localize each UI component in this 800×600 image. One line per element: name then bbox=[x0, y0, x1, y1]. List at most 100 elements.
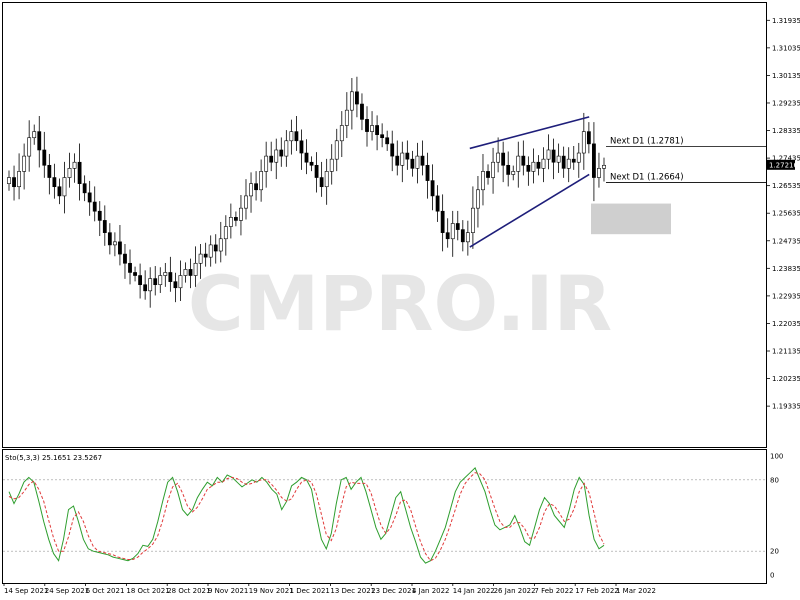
candle-body bbox=[244, 195, 248, 209]
candle-body bbox=[470, 207, 475, 233]
candle-body bbox=[334, 140, 339, 160]
candle-body bbox=[597, 168, 601, 178]
candle-body bbox=[551, 149, 556, 163]
oscillator-tick-label: 0 bbox=[770, 572, 774, 580]
candle-body bbox=[72, 161, 77, 169]
candle-body bbox=[566, 158, 571, 169]
candle-body bbox=[299, 140, 304, 154]
candle-body bbox=[213, 244, 218, 252]
date-tick-label: 14 Sep 2021 bbox=[4, 587, 48, 595]
candle-body bbox=[309, 161, 314, 166]
candle-body bbox=[228, 217, 233, 227]
candle-body bbox=[415, 155, 420, 169]
candle-body bbox=[521, 155, 526, 166]
candle-body bbox=[188, 269, 193, 276]
candle-body bbox=[128, 262, 132, 273]
candle-body bbox=[460, 229, 465, 243]
candle-body bbox=[571, 158, 576, 163]
candle-body bbox=[496, 152, 501, 163]
candle-body bbox=[118, 241, 122, 255]
oscillator-tick-label: 80 bbox=[770, 476, 779, 484]
date-tick-label: 9 Nov 2021 bbox=[208, 587, 248, 595]
candle-body bbox=[491, 161, 495, 178]
candle-body bbox=[375, 125, 379, 135]
candle-body bbox=[586, 131, 591, 145]
date-tick-label: 7 Feb 2022 bbox=[534, 587, 573, 595]
candle-body bbox=[380, 134, 385, 139]
oscillator-tick-label: 20 bbox=[770, 548, 779, 556]
price-axis: 1.31935 1.31035 1.30135 1.29235 1.28335 1.274… bbox=[766, 17, 800, 411]
candle-body bbox=[208, 244, 213, 258]
date-tick-label: 28 Oct 2021 bbox=[167, 587, 210, 595]
candle-body bbox=[133, 272, 137, 276]
candle-body bbox=[501, 152, 506, 166]
candle-body bbox=[284, 140, 289, 157]
date-tick-label: 26 Jan 2022 bbox=[494, 587, 536, 595]
candle-body bbox=[420, 155, 425, 166]
date-tick-label: 1 Dec 2021 bbox=[290, 587, 330, 595]
candle-body bbox=[92, 201, 97, 212]
candle-body bbox=[465, 232, 470, 243]
candle-body bbox=[32, 131, 37, 139]
price-tick-label: 1.23835 bbox=[772, 265, 800, 273]
candle-body bbox=[405, 152, 410, 160]
candle-body bbox=[314, 164, 319, 178]
candle-body bbox=[82, 183, 87, 194]
candle-body bbox=[526, 164, 531, 172]
price-tick-label: 1.24735 bbox=[772, 237, 800, 245]
candle-body bbox=[42, 149, 47, 166]
date-tick-label: 6 Oct 2021 bbox=[86, 587, 125, 595]
candle-body bbox=[274, 149, 279, 163]
candle-body bbox=[107, 232, 112, 246]
date-tick-label: 23 Dec 2021 bbox=[371, 587, 416, 595]
candle-body bbox=[264, 155, 269, 172]
candle-body bbox=[57, 186, 62, 197]
oscillator-title: Sto(5,3,3) 25.1651 23.5267 bbox=[5, 454, 102, 462]
next-level-label-upper: Next D1 (1.2781) bbox=[610, 137, 684, 147]
date-tick-label: 14 Jan 2022 bbox=[453, 587, 495, 595]
candle-body bbox=[344, 109, 349, 126]
date-tick-label: 4 Jan 2022 bbox=[412, 587, 450, 595]
price-tick-label: 1.19335 bbox=[772, 403, 800, 411]
oscillator-axis: 100 80 20 0 bbox=[3, 453, 783, 580]
stochastic-signal-line bbox=[8, 472, 605, 562]
date-tick-label: 19 Nov 2021 bbox=[249, 587, 294, 595]
candle-body bbox=[37, 131, 42, 151]
candle-body bbox=[576, 152, 581, 163]
candle-body bbox=[365, 119, 369, 132]
candle-body bbox=[17, 171, 21, 188]
candle-body bbox=[193, 262, 198, 276]
candle-body bbox=[218, 238, 223, 252]
candle-body bbox=[163, 272, 168, 276]
candle-body bbox=[455, 223, 460, 230]
watermark: CMPRO.IR bbox=[188, 259, 612, 348]
candle-body bbox=[223, 226, 228, 240]
candle-body bbox=[400, 152, 405, 166]
candle-body bbox=[602, 164, 606, 169]
last-price-badge bbox=[767, 159, 795, 170]
candle-body bbox=[355, 91, 359, 105]
date-tick-label: 13 Dec 2021 bbox=[330, 587, 375, 595]
candle-body bbox=[390, 143, 395, 157]
candle-body bbox=[12, 177, 16, 188]
price-tick-label: 1.28335 bbox=[772, 127, 800, 135]
candle-body bbox=[123, 253, 127, 264]
candle-body bbox=[254, 183, 258, 191]
candle-body bbox=[178, 275, 183, 289]
candle-body bbox=[22, 155, 27, 172]
candle-body bbox=[425, 164, 430, 181]
candle-body bbox=[410, 158, 415, 169]
candle-body bbox=[198, 253, 203, 264]
candle-body bbox=[511, 171, 516, 175]
candle-body bbox=[153, 278, 158, 286]
candle-body bbox=[304, 152, 309, 163]
candle-body bbox=[67, 168, 72, 178]
candle-body bbox=[349, 91, 354, 111]
date-tick-label: 1 Mar 2022 bbox=[616, 587, 656, 595]
oscillator-tick-label: 100 bbox=[770, 453, 783, 461]
candle-body bbox=[481, 171, 485, 191]
date-tick-label: 18 Oct 2021 bbox=[126, 587, 169, 595]
candle-body bbox=[7, 177, 11, 184]
